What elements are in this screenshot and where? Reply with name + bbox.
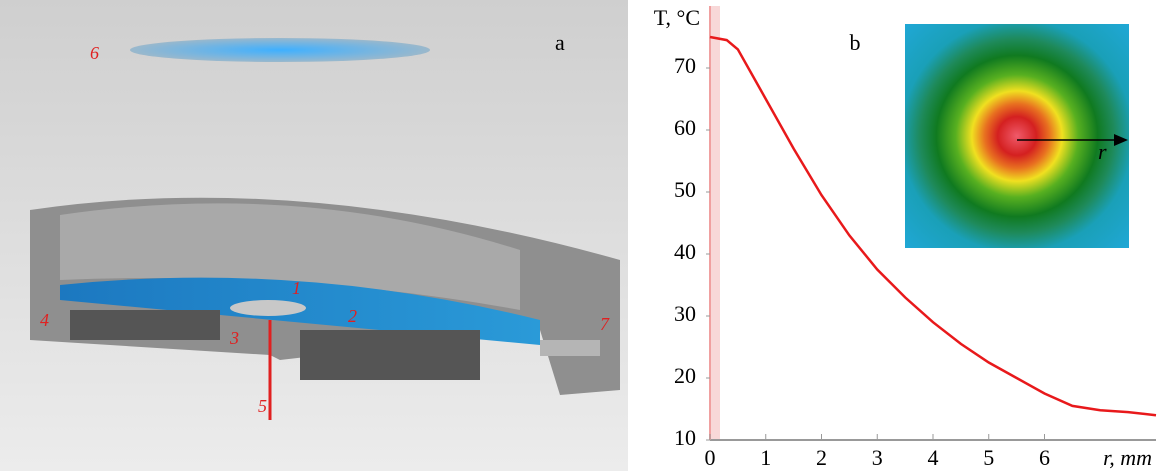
y-tick-label: 30: [674, 301, 696, 326]
x-tick-label: 1: [760, 445, 771, 470]
callout: 5: [258, 396, 267, 416]
y-tick-label: 40: [674, 239, 696, 264]
x-axis-label: r, mm: [1103, 445, 1152, 470]
sensor: [230, 300, 306, 316]
highlight-band: [710, 6, 720, 440]
panel-a: a: [0, 0, 628, 471]
x-tick-label: 6: [1039, 445, 1050, 470]
y-axis-label: T, °C: [654, 5, 700, 30]
panel-label: b: [850, 30, 861, 55]
x-tick-label: 4: [928, 445, 939, 470]
callout: 6: [90, 43, 99, 63]
x-tick-label: 2: [816, 445, 827, 470]
y-tick-label: 10: [674, 425, 696, 450]
panel-label: a: [555, 30, 565, 55]
lens: [130, 38, 430, 62]
x-tick-label: 0: [705, 445, 716, 470]
inset-label: r: [1098, 139, 1107, 164]
callout: 4: [40, 310, 49, 330]
inset-arrowhead: [1114, 134, 1128, 146]
inset-map: [905, 24, 1129, 248]
y-tick-label: 50: [674, 177, 696, 202]
outlet: [540, 340, 600, 356]
callout: 1: [292, 278, 301, 298]
y-tick-label: 60: [674, 115, 696, 140]
x-tick-label: 3: [872, 445, 883, 470]
callout: 7: [600, 314, 610, 334]
y-tick-label: 70: [674, 53, 696, 78]
callout: 2: [348, 306, 357, 326]
inner-wall: [60, 203, 520, 310]
line: [709, 35, 1157, 417]
cavity: [300, 330, 480, 380]
y-tick-label: 20: [674, 363, 696, 388]
x-tick-label: 5: [983, 445, 994, 470]
callout: 3: [229, 328, 239, 348]
cavity: [70, 310, 220, 340]
